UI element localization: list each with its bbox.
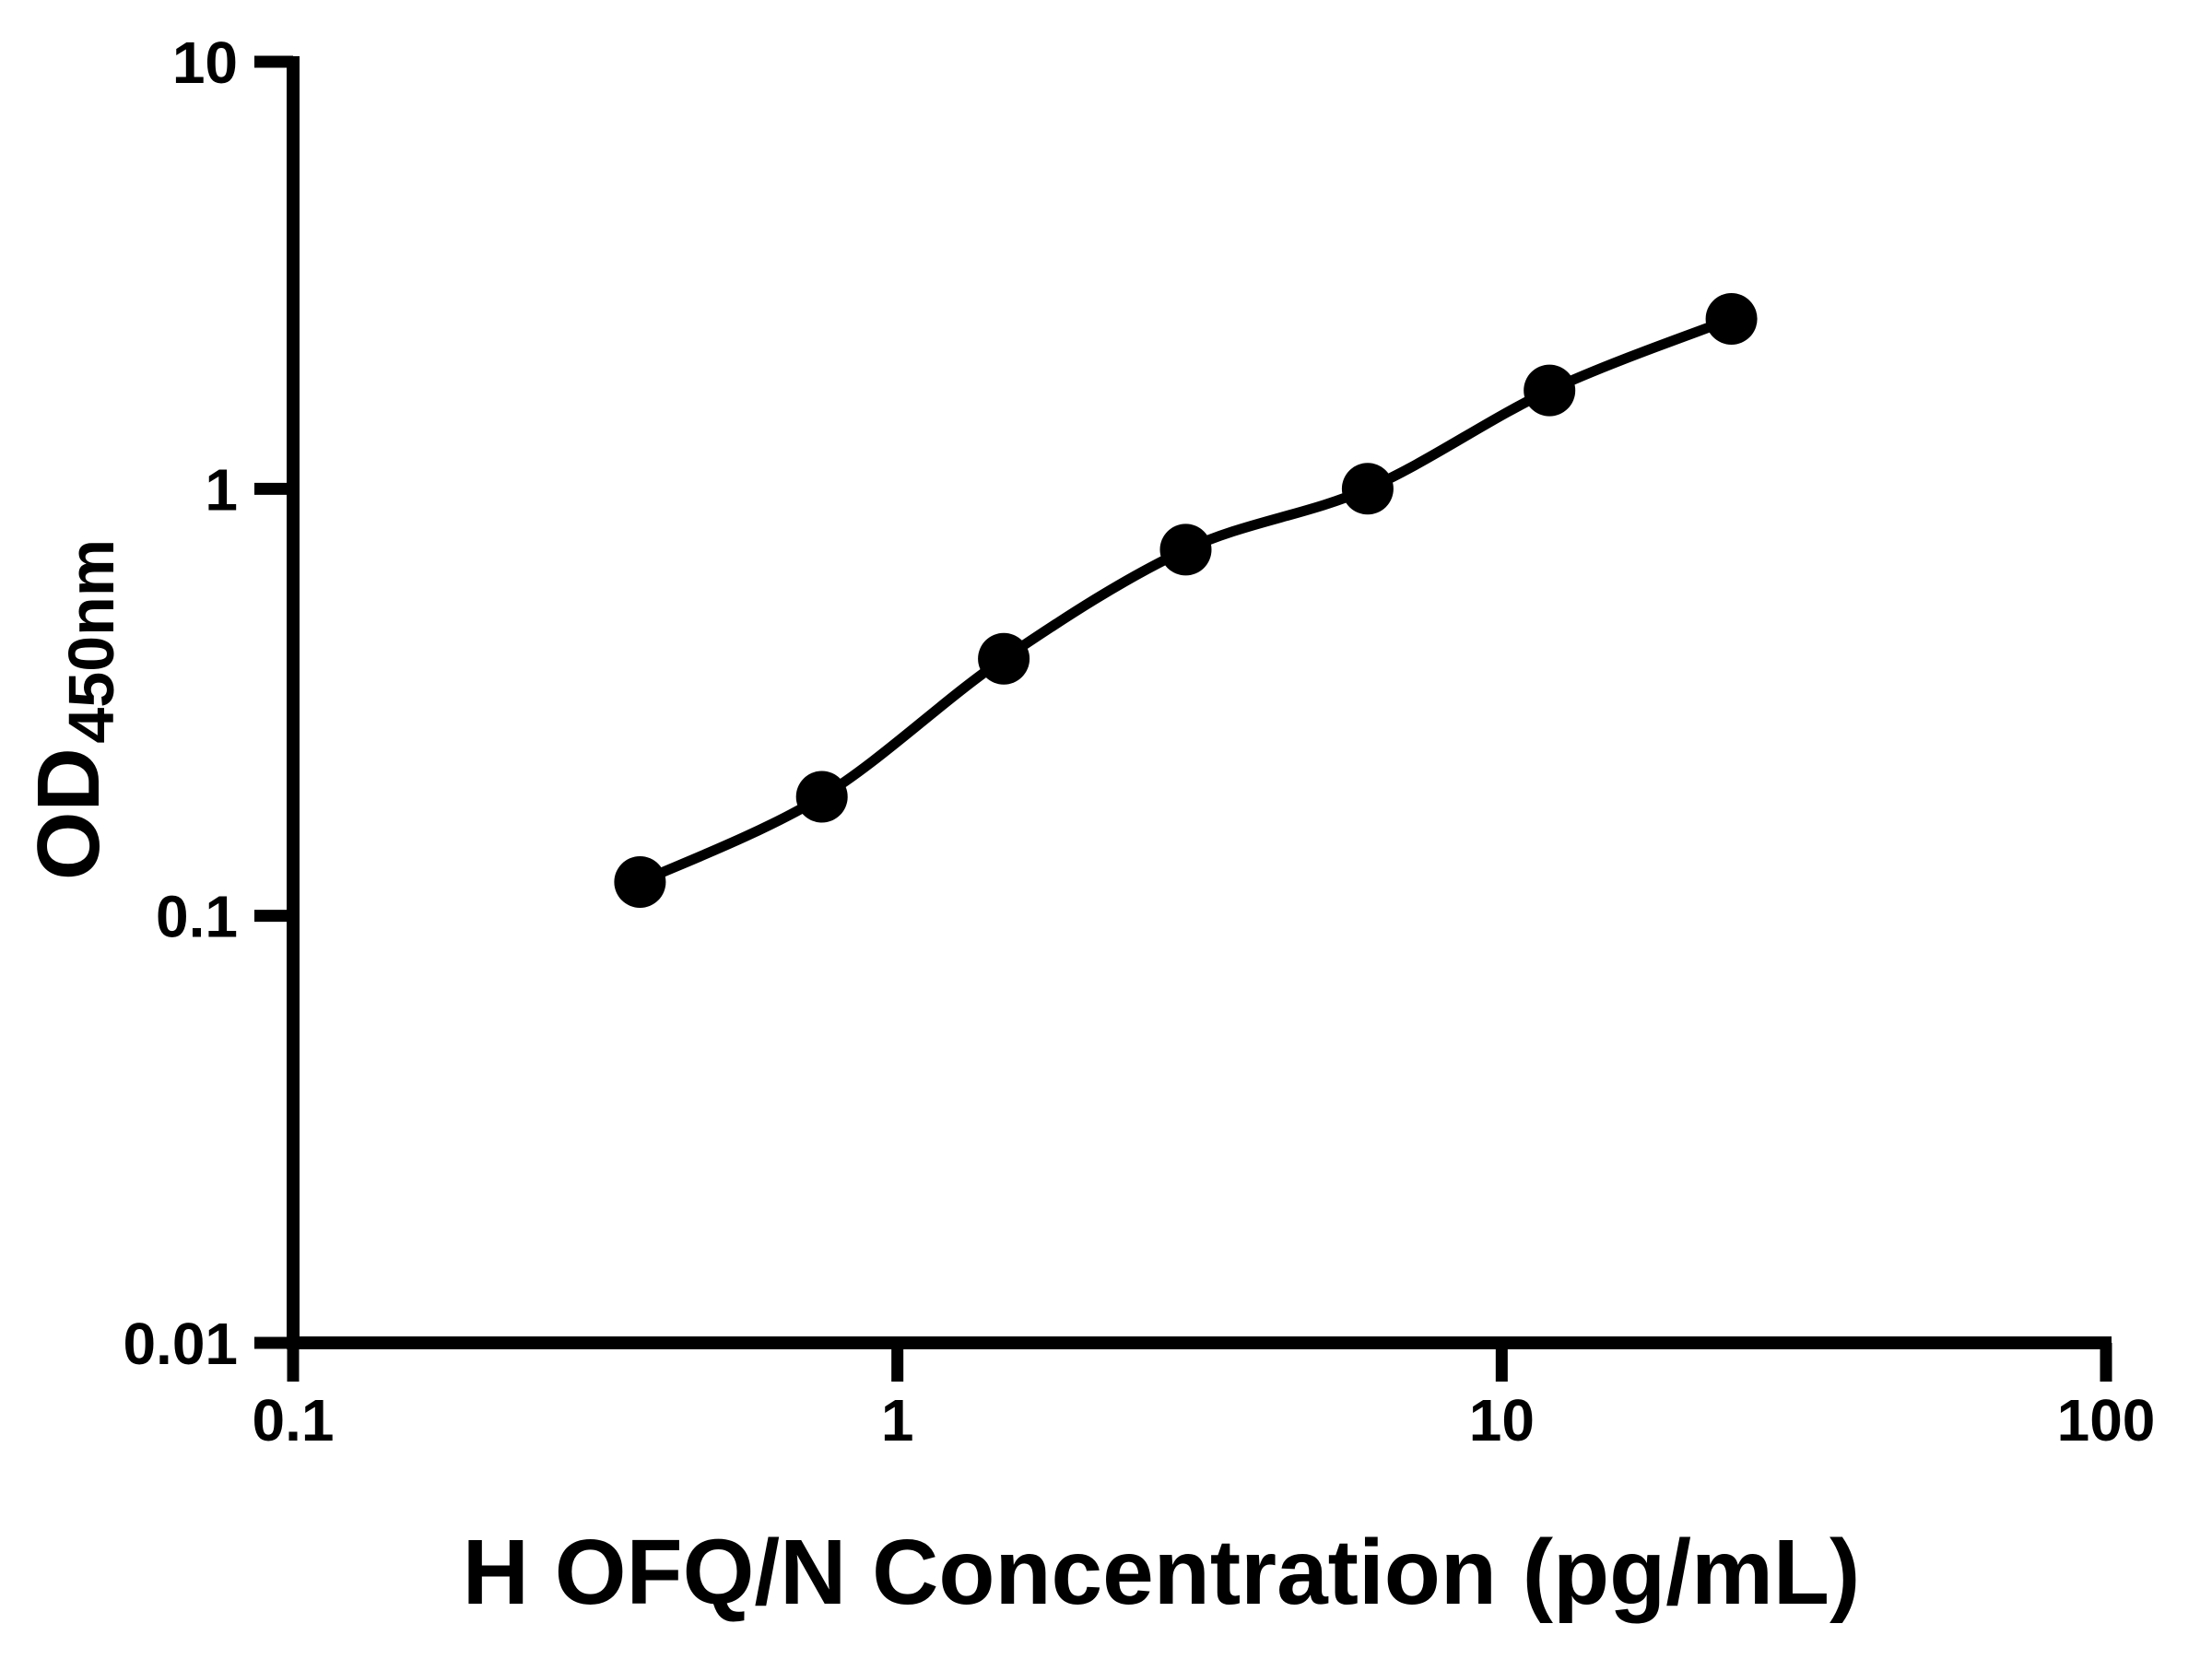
data-point (978, 632, 1030, 685)
y-axis-title-main: OD (19, 747, 118, 880)
x-tick-label: 0.1 (253, 1387, 335, 1453)
data-point (1705, 293, 1758, 345)
x-tick-label: 10 (1469, 1387, 1535, 1453)
y-axis-title-subscript: 450nm (55, 539, 127, 744)
y-tick-label: 0.01 (123, 1311, 238, 1377)
data-points-group (614, 293, 1758, 908)
data-point (1159, 524, 1212, 576)
series-group (614, 293, 1758, 908)
x-tick-label: 100 (2057, 1387, 2156, 1453)
data-point (795, 771, 848, 823)
x-tick-label: 1 (881, 1387, 914, 1453)
axes-group (287, 56, 2112, 1349)
y-tick-label: 0.1 (156, 884, 238, 950)
data-point (1341, 463, 1394, 515)
y-tick-label: 10 (172, 29, 238, 96)
axis-spine (287, 56, 2112, 1349)
data-point (614, 856, 666, 908)
y-axis-title: OD 450nm (19, 539, 127, 880)
tick-marks-group (254, 55, 2112, 1382)
data-point (1524, 364, 1576, 417)
y-tick-label: 1 (205, 456, 238, 523)
x-axis-title: H OFQ/N Concentration (pg/mL) (463, 1521, 1861, 1624)
